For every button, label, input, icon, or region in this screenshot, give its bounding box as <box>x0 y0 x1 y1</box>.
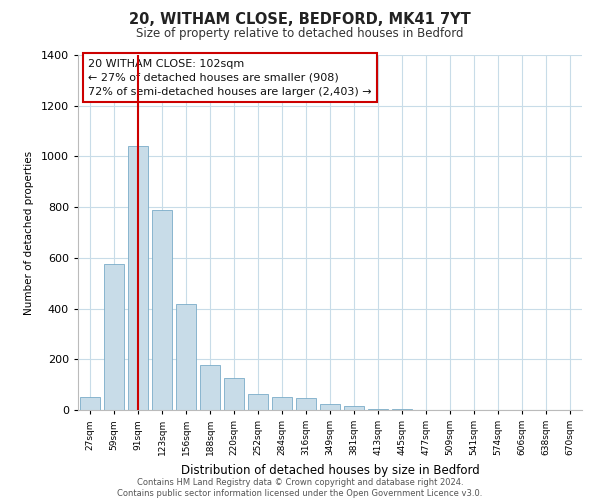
Text: Size of property relative to detached houses in Bedford: Size of property relative to detached ho… <box>136 28 464 40</box>
Text: 20, WITHAM CLOSE, BEDFORD, MK41 7YT: 20, WITHAM CLOSE, BEDFORD, MK41 7YT <box>129 12 471 28</box>
X-axis label: Distribution of detached houses by size in Bedford: Distribution of detached houses by size … <box>181 464 479 476</box>
Bar <box>248 394 268 410</box>
Bar <box>104 264 124 410</box>
Bar <box>296 398 316 410</box>
Bar <box>320 404 340 410</box>
Bar <box>368 408 388 410</box>
Bar <box>224 378 244 410</box>
Bar <box>80 398 100 410</box>
Text: Contains HM Land Registry data © Crown copyright and database right 2024.
Contai: Contains HM Land Registry data © Crown c… <box>118 478 482 498</box>
Bar <box>272 398 292 410</box>
Bar <box>152 210 172 410</box>
Bar <box>200 365 220 410</box>
Y-axis label: Number of detached properties: Number of detached properties <box>24 150 34 314</box>
Bar <box>128 146 148 410</box>
Text: 20 WITHAM CLOSE: 102sqm
← 27% of detached houses are smaller (908)
72% of semi-d: 20 WITHAM CLOSE: 102sqm ← 27% of detache… <box>88 58 372 96</box>
Bar <box>344 406 364 410</box>
Bar <box>176 304 196 410</box>
